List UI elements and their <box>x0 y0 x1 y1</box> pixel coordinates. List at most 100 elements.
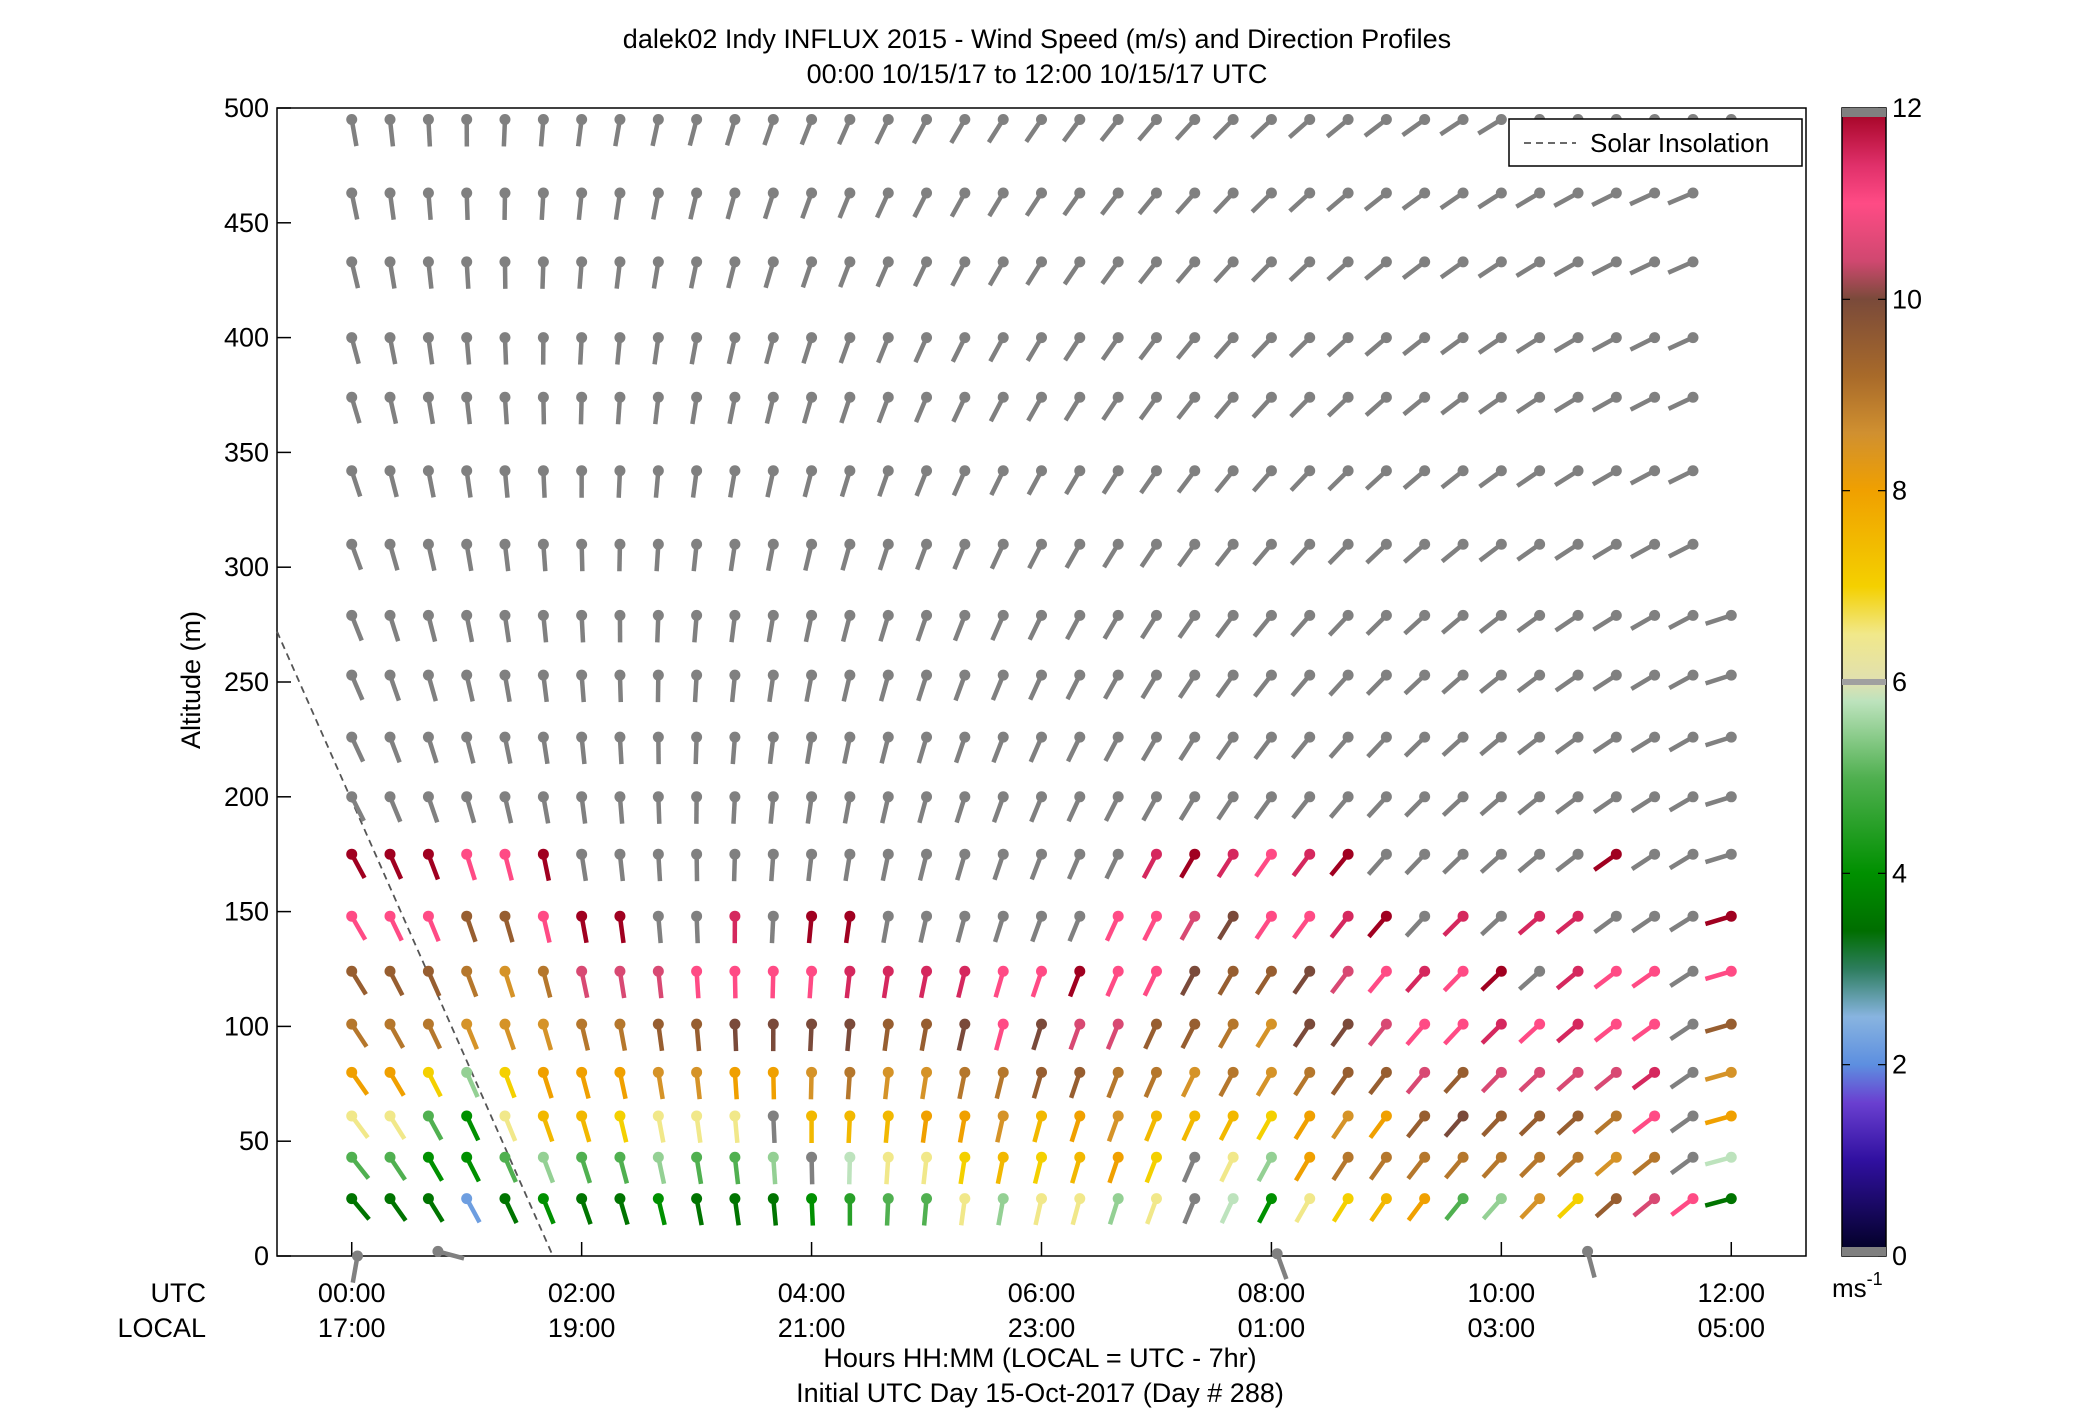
wind-glyph <box>346 669 365 701</box>
wind-glyph <box>1066 848 1086 880</box>
wind-glyph-head <box>652 965 664 977</box>
wind-glyph-head <box>1342 848 1354 860</box>
wind-glyph-head <box>384 113 396 125</box>
wind-glyph-head <box>1457 848 1469 860</box>
wind-glyph-head <box>461 1018 473 1030</box>
wind-glyph <box>1219 1151 1239 1183</box>
wind-glyph <box>1217 910 1239 941</box>
wind-glyph <box>1287 113 1316 139</box>
wind-glyph <box>882 1018 894 1052</box>
wind-glyph-head <box>921 256 933 268</box>
wind-glyph <box>691 848 703 882</box>
wind-glyph <box>422 731 439 764</box>
wind-glyph-head <box>1649 256 1661 268</box>
wind-glyph-head <box>691 332 703 344</box>
wind-glyph <box>1704 731 1737 748</box>
wind-glyph-head <box>1036 1193 1047 1205</box>
wind-glyph-head <box>1304 465 1316 477</box>
wind-glyph-head <box>499 731 511 743</box>
wind-glyph <box>499 791 514 824</box>
x-tick-label-local: 01:00 <box>1238 1313 1306 1343</box>
wind-glyph-head <box>921 609 933 621</box>
wind-glyph <box>1070 1193 1086 1226</box>
wind-glyph-head <box>921 538 933 550</box>
wind-glyph <box>1369 1193 1392 1223</box>
wind-glyph-head <box>1189 791 1201 803</box>
wind-glyph-head <box>1036 1151 1047 1163</box>
wind-glyph <box>384 848 404 880</box>
wind-glyph <box>346 332 361 365</box>
wind-glyph <box>1329 910 1354 939</box>
wind-glyph <box>800 187 818 220</box>
wind-glyph-head <box>1572 910 1584 922</box>
wind-glyph <box>1271 1248 1289 1280</box>
wind-glyph <box>917 848 933 881</box>
wind-glyph-head <box>1610 669 1622 681</box>
wind-glyph-head <box>1227 332 1239 344</box>
wind-glyph <box>952 609 971 642</box>
wind-glyph <box>1255 1066 1277 1097</box>
wind-glyph <box>1478 465 1507 489</box>
legend: Solar Insolation <box>1508 118 1803 167</box>
wind-glyph <box>1062 187 1086 217</box>
wind-glyph <box>1368 1151 1392 1181</box>
wind-glyph-head <box>461 391 473 403</box>
y-tick-label: 0 <box>254 1241 269 1271</box>
wind-glyph <box>1704 1151 1737 1167</box>
wind-glyph <box>1140 669 1162 700</box>
wind-glyph <box>956 965 971 999</box>
wind-glyph-head <box>1036 848 1047 860</box>
wind-glyph <box>1250 256 1277 283</box>
wind-glyph <box>1027 538 1047 570</box>
wind-glyph-head <box>1150 1066 1162 1078</box>
wind-glyph <box>652 1151 667 1185</box>
wind-glyph <box>1442 848 1469 875</box>
wind-glyph-head <box>1112 1110 1124 1122</box>
wind-glyph <box>994 1018 1009 1051</box>
wind-glyph <box>1365 609 1392 636</box>
wind-glyph <box>921 1193 933 1226</box>
wind-glyph <box>1439 113 1469 137</box>
wind-glyph-head <box>1649 538 1661 550</box>
wind-glyph <box>763 256 779 289</box>
wind-glyph-head <box>729 332 741 344</box>
wind-glyph <box>919 1018 933 1052</box>
wind-glyph <box>1215 609 1239 639</box>
wind-glyph-head <box>882 965 894 977</box>
wind-glyph-head <box>1150 910 1162 922</box>
wind-glyph-head <box>346 256 358 268</box>
wind-glyph <box>1252 538 1277 567</box>
wind-glyph <box>346 256 361 289</box>
wind-glyph-head <box>1112 332 1124 344</box>
wind-glyph <box>957 1110 971 1143</box>
wind-glyph-head <box>461 187 473 199</box>
wind-glyph <box>537 731 550 765</box>
x-tick-label-local: 21:00 <box>778 1313 846 1343</box>
wind-glyph-head <box>806 609 818 621</box>
wind-glyph-head <box>499 391 511 403</box>
wind-glyph-head <box>1610 465 1622 477</box>
wind-glyph <box>384 910 404 942</box>
wind-glyph <box>767 669 779 703</box>
wind-glyph-head <box>1610 256 1622 268</box>
wind-glyph <box>955 848 971 881</box>
wind-glyph-head <box>1036 1066 1047 1078</box>
wind-glyph <box>1069 1110 1086 1143</box>
wind-glyph-head <box>652 1193 664 1205</box>
wind-glyph <box>1031 1018 1047 1051</box>
wind-glyph <box>1327 465 1354 492</box>
wind-glyph <box>989 538 1009 570</box>
wind-glyph <box>384 256 397 289</box>
wind-glyph-head <box>1534 391 1546 403</box>
wind-glyph-head <box>384 731 396 743</box>
wind-glyph <box>1403 609 1431 636</box>
wind-glyph <box>1103 731 1124 762</box>
wind-glyph-head <box>1534 609 1546 621</box>
wind-glyph-head <box>422 332 434 344</box>
wind-glyph <box>1704 1110 1737 1126</box>
wind-glyph-head <box>1227 1110 1239 1122</box>
wind-glyph-head <box>959 187 971 199</box>
wind-glyph <box>384 465 399 498</box>
colorbar-cap-top <box>1842 108 1886 117</box>
wind-glyph <box>1293 1066 1316 1097</box>
